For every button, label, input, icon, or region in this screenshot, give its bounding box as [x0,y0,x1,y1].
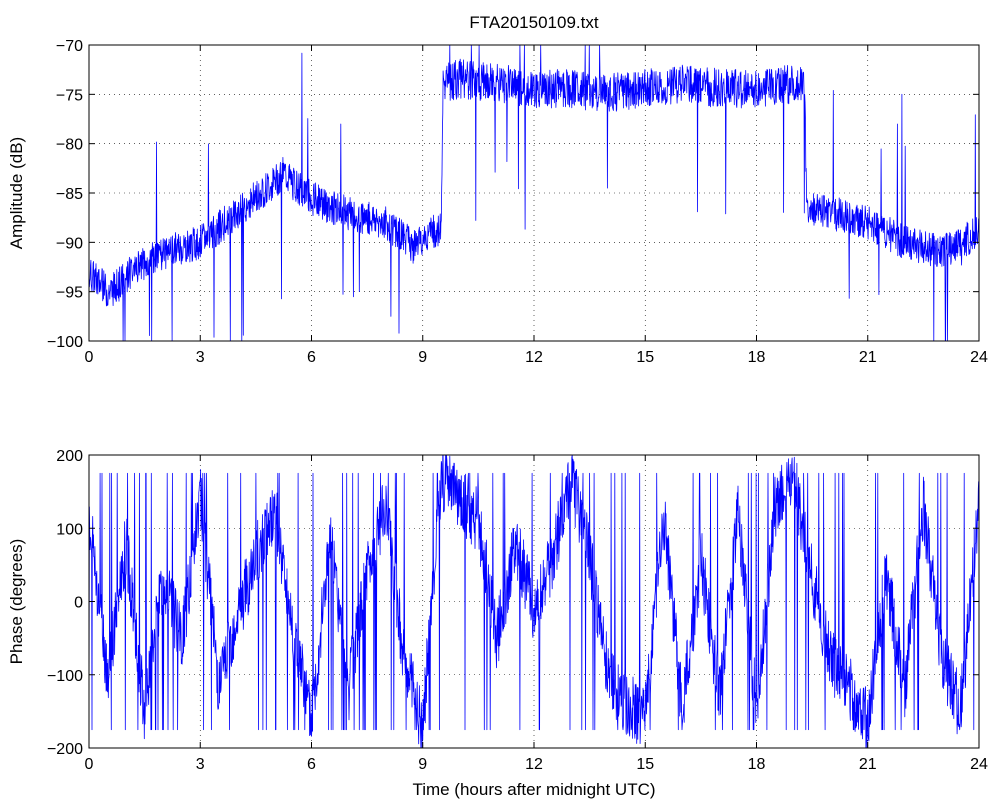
y-tick-label: −90 [56,235,83,252]
x-tick-label: 15 [636,756,654,773]
x-tick-label: 12 [525,756,543,773]
y-tick-label: 100 [56,521,83,538]
series-line [88,44,980,342]
amplitude-panel: 0 3 6 9 12 15 18 21 24 −100 −95 −90 −85 −80 −75 −70 Ampl… [7,38,988,366]
x-tick-label: 24 [970,756,988,773]
y-axis-label: Amplitude (dB) [7,137,26,249]
phase-panel: 0 3 6 9 12 15 18 21 24 −200 −100 0 100 200 Phase (degr… [7,448,988,799]
x-tick-label: 0 [85,756,94,773]
y-axis-label: Phase (degrees) [7,539,26,665]
y-tick-label: −80 [56,137,83,154]
x-tick-label: 15 [636,349,654,366]
y-tick-label: 200 [56,448,83,465]
x-tick-label: 0 [85,349,94,366]
chart-title: FTA20150109.txt [469,13,598,32]
x-tick-label: 9 [418,756,427,773]
x-tick-label: 21 [859,349,877,366]
y-tick-label: −85 [56,186,83,203]
x-tick-label: 6 [307,349,316,366]
y-tick-label: −100 [47,334,83,351]
y-tick-label: −75 [56,87,83,104]
x-tick-label: 12 [525,349,543,366]
x-axis-label: Time (hours after midnight UTC) [412,780,655,799]
x-tick-label: 9 [418,349,427,366]
y-tick-label: −95 [56,285,83,302]
x-tick-label: 18 [748,756,766,773]
y-tick-label: −100 [47,668,83,685]
x-tick-label: 18 [748,349,766,366]
y-tick-label: 0 [74,595,83,612]
x-tick-label: 3 [196,756,205,773]
x-tick-label: 6 [307,756,316,773]
y-tick-label: −70 [56,38,83,55]
x-tick-label: 21 [859,756,877,773]
series-line [88,454,980,749]
x-tick-label: 24 [970,349,988,366]
y-tick-label: −200 [47,741,83,758]
x-tick-label: 3 [196,349,205,366]
